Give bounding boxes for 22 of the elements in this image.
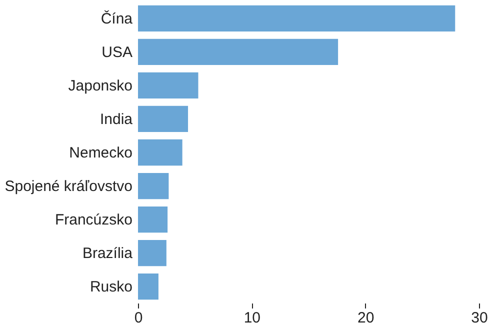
bar [138, 5, 456, 32]
y-tick-label: India [100, 110, 134, 128]
y-tick-label: Rusko [90, 278, 132, 296]
y-tick-label: Japonsko [68, 77, 132, 94]
bar [138, 106, 188, 132]
y-tick-label: Nemecko [69, 144, 132, 162]
x-tick-label: 30 [471, 310, 488, 326]
y-tick-label: Brazília [82, 245, 134, 262]
y-tick-label: Spojené kráľovstvo [4, 178, 132, 196]
x-tick-label: 10 [244, 310, 261, 326]
bar [138, 139, 182, 166]
bar [138, 240, 166, 266]
y-tick-label: USA [102, 44, 132, 61]
y-tick-label: Francúzsko [54, 212, 132, 229]
x-tick-label: 0 [134, 310, 143, 326]
bar [138, 274, 158, 300]
bar [138, 38, 338, 66]
bar [138, 72, 198, 99]
x-tick-label: 20 [357, 310, 374, 326]
y-tick-label: Čína [100, 9, 134, 28]
bar [138, 172, 169, 200]
bar [138, 206, 168, 233]
